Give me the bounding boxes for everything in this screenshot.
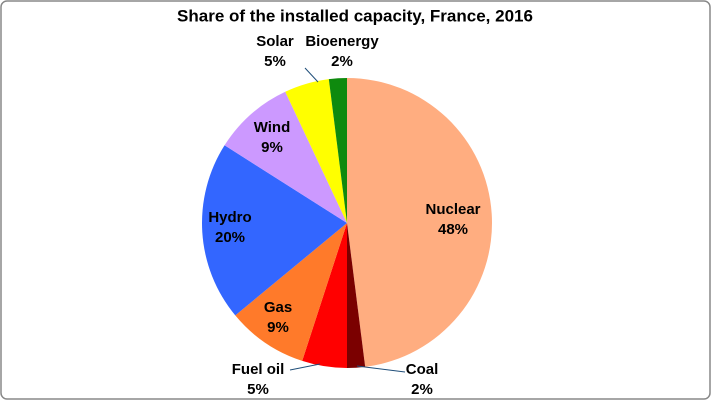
chart-title: Share of the installed capacity, France,… bbox=[177, 6, 533, 25]
slice-label: Solar bbox=[256, 33, 294, 50]
pie-slice bbox=[235, 223, 347, 361]
value-label: 2% bbox=[411, 381, 433, 398]
value-label: 48% bbox=[438, 221, 468, 238]
slice-label: Fuel oil bbox=[232, 361, 285, 378]
pie-slice bbox=[347, 223, 366, 368]
slice-label: Coal bbox=[406, 361, 439, 378]
pie-slice bbox=[224, 91, 347, 223]
slice-label: Wind bbox=[254, 119, 291, 136]
slice-label: Bioenergy bbox=[305, 33, 379, 50]
pie-slice bbox=[302, 223, 347, 368]
pie-slice bbox=[347, 78, 493, 367]
value-label: 20% bbox=[215, 229, 245, 246]
leader-line bbox=[356, 365, 406, 373]
pie-slice bbox=[285, 79, 347, 223]
slice-label: Nuclear bbox=[425, 201, 480, 218]
value-label: 9% bbox=[261, 139, 283, 156]
slice-label: Gas bbox=[264, 299, 292, 316]
pie bbox=[202, 78, 493, 368]
value-label: 5% bbox=[264, 53, 286, 70]
leader-line bbox=[304, 67, 319, 83]
leader-line bbox=[289, 363, 321, 371]
value-label: 5% bbox=[247, 381, 269, 398]
pie-slice bbox=[202, 145, 347, 316]
value-label: 2% bbox=[331, 53, 353, 70]
pie-slice bbox=[328, 78, 347, 223]
slice-label: Hydro bbox=[208, 209, 251, 226]
value-label: 9% bbox=[267, 319, 289, 336]
